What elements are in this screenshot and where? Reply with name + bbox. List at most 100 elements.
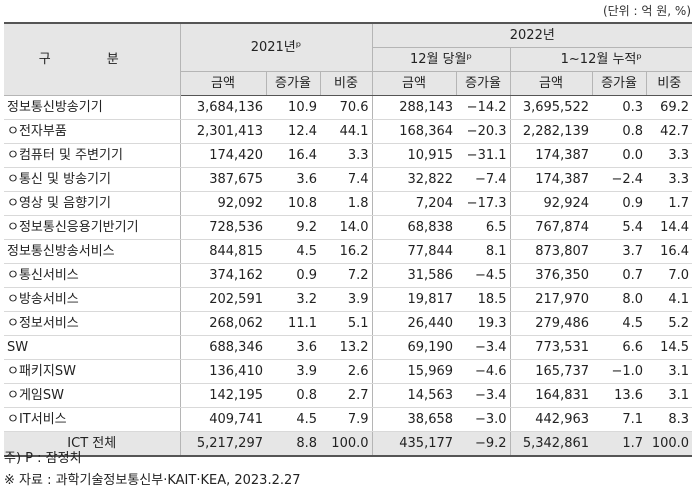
cell-value: 5.2: [646, 311, 693, 336]
row-label: ㅇ정보서비스: [4, 311, 180, 336]
year-2022-header: 2022년: [371, 22, 693, 48]
cell-value: 26,440: [371, 311, 457, 336]
cell-value: 7.4: [320, 167, 373, 192]
cell-value: 268,062: [179, 311, 266, 336]
cell-value: 3.6: [266, 167, 320, 192]
cell-value: 0.0: [592, 143, 647, 168]
row-label: ㅇ통신 및 방송기기: [4, 167, 180, 192]
cell-value: 7.1: [592, 407, 647, 432]
amount-header: 금액: [371, 71, 457, 96]
cell-value: 38,658: [371, 407, 457, 432]
cell-value: 44.1: [320, 119, 373, 144]
row-label: SW: [4, 335, 180, 360]
cell-value: 4.5: [592, 311, 647, 336]
year-2021-header: 2021년ᵖ: [179, 22, 373, 72]
cell-value: 15,969: [371, 359, 457, 384]
source-note: ※ 자료 : 과학기술정보통신부·KAIT·KEA, 2023.2.27: [4, 473, 301, 488]
cell-value: 5.4: [592, 215, 647, 240]
cell-value: 1.8: [320, 191, 373, 216]
category-header: 구 분: [4, 22, 180, 96]
cell-value: 69.2: [646, 95, 693, 120]
cell-value: 16.2: [320, 239, 373, 264]
table-row: ㅇ통신 및 방송기기 387,675 3.6 7.4 32,822 −7.4 174,387…: [4, 167, 693, 192]
cell-value: 3.3: [646, 143, 693, 168]
cell-value: 16.4: [266, 143, 320, 168]
table-row: ㅇ컴퓨터 및 주변기기 174,420 16.4 3.3 10,915 −31.1 174,…: [4, 143, 693, 168]
cell-value: −4.6: [456, 359, 511, 384]
cell-value: 217,970: [509, 287, 593, 312]
amount-header: 금액: [179, 71, 266, 96]
amount-header: 금액: [509, 71, 593, 96]
cell-value: 3.2: [266, 287, 320, 312]
cell-value: 3,695,522: [509, 95, 593, 120]
cell-value: 3.6: [266, 335, 320, 360]
cell-value: 32,822: [371, 167, 457, 192]
cell-value: 442,963: [509, 407, 593, 432]
cell-value: 0.9: [266, 263, 320, 288]
cell-value: −14.2: [456, 95, 511, 120]
table-row: ㅇ영상 및 음향기기 92,092 10.8 1.8 7,204 −17.3 92,924 0…: [4, 191, 693, 216]
cell-value: 0.9: [592, 191, 647, 216]
row-label: ㅇ영상 및 음향기기: [4, 191, 180, 216]
footnotes: 주) P : 잠정치 ※ 자료 : 과학기술정보통신부·KAIT·KEA, 20…: [4, 448, 301, 492]
december-header: 12월 당월ᵖ: [371, 47, 511, 72]
cell-value: 376,350: [509, 263, 593, 288]
cell-value: 3.9: [266, 359, 320, 384]
unit-note: (단위 : 억 원, %): [602, 4, 691, 18]
cell-value: 288,143: [371, 95, 457, 120]
cell-value: 174,387: [509, 167, 593, 192]
table-row: ㅇ정보서비스 268,062 11.1 5.1 26,440 19.3 279,486 4.5…: [4, 311, 693, 336]
cell-value: 100.0: [646, 431, 693, 457]
cell-value: 3.1: [646, 359, 693, 384]
cell-value: 92,924: [509, 191, 593, 216]
cell-value: 168,364: [371, 119, 457, 144]
cell-value: 6.6: [592, 335, 647, 360]
cell-value: 14.0: [320, 215, 373, 240]
growth-header: 증가율: [265, 71, 320, 96]
cell-value: 3.9: [320, 287, 373, 312]
cell-value: 68,838: [371, 215, 457, 240]
cell-value: −1.0: [592, 359, 647, 384]
cell-value: 7.2: [320, 263, 373, 288]
cell-value: 2,301,413: [179, 119, 266, 144]
cell-value: 69,190: [371, 335, 457, 360]
cell-value: 3.1: [646, 383, 693, 408]
cell-value: −2.4: [592, 167, 647, 192]
cell-value: 100.0: [320, 431, 373, 457]
row-label: ICT 전체: [4, 431, 180, 457]
cell-value: 19.3: [456, 311, 511, 336]
cell-value: 2.7: [320, 383, 373, 408]
table-row: ㅇ패키지SW 136,410 3.9 2.6 15,969 −4.6 165,737 −1.0…: [4, 359, 693, 384]
row-label: ㅇ방송서비스: [4, 287, 180, 312]
table-row: ㅇ방송서비스 202,591 3.2 3.9 19,817 18.5 217,970 8.0 4…: [4, 287, 693, 312]
cell-value: 1.7: [592, 431, 647, 457]
cell-value: 4.5: [266, 407, 320, 432]
cell-value: 42.7: [646, 119, 693, 144]
cell-value: 4.5: [266, 239, 320, 264]
table-body: 정보통신방송기기 3,684,136 10.9 70.6 288,143 −14.2 3,6…: [4, 95, 693, 457]
cell-value: 174,387: [509, 143, 593, 168]
cumulative-header: 1~12월 누적ᵖ: [509, 47, 693, 72]
cell-value: 11.1: [266, 311, 320, 336]
cell-value: 174,420: [179, 143, 266, 168]
cell-value: 4.1: [646, 287, 693, 312]
table-row: ㅇ통신서비스 374,162 0.9 7.2 31,586 −4.5 376,350 0.7 7…: [4, 263, 693, 288]
table-row: SW 688,346 3.6 13.2 69,190 −3.4 773,531 6.6 14.5: [4, 335, 693, 360]
table-row: ㅇIT서비스 409,741 4.5 7.9 38,658 −3.0 442,963 7.1 8…: [4, 407, 693, 432]
cell-value: 3.3: [646, 167, 693, 192]
cell-value: 18.5: [456, 287, 511, 312]
cell-value: 279,486: [509, 311, 593, 336]
cell-value: 2,282,139: [509, 119, 593, 144]
cell-value: 873,807: [509, 239, 593, 264]
cell-value: 8.3: [646, 407, 693, 432]
cell-value: −3.0: [456, 407, 511, 432]
cell-value: −7.4: [456, 167, 511, 192]
row-label: ㅇ통신서비스: [4, 263, 180, 288]
cell-value: 3.7: [592, 239, 647, 264]
cell-value: 0.8: [266, 383, 320, 408]
row-label: ㅇ패키지SW: [4, 359, 180, 384]
table-row: ICT 전체 5,217,297 8.8 100.0 435,177 −9.2 5,342,…: [4, 431, 693, 457]
cell-value: 387,675: [179, 167, 266, 192]
cell-value: −3.4: [456, 383, 511, 408]
table-row: ㅇ정보통신응용기반기기 728,536 9.2 14.0 68,838 6.5 767,87…: [4, 215, 693, 240]
